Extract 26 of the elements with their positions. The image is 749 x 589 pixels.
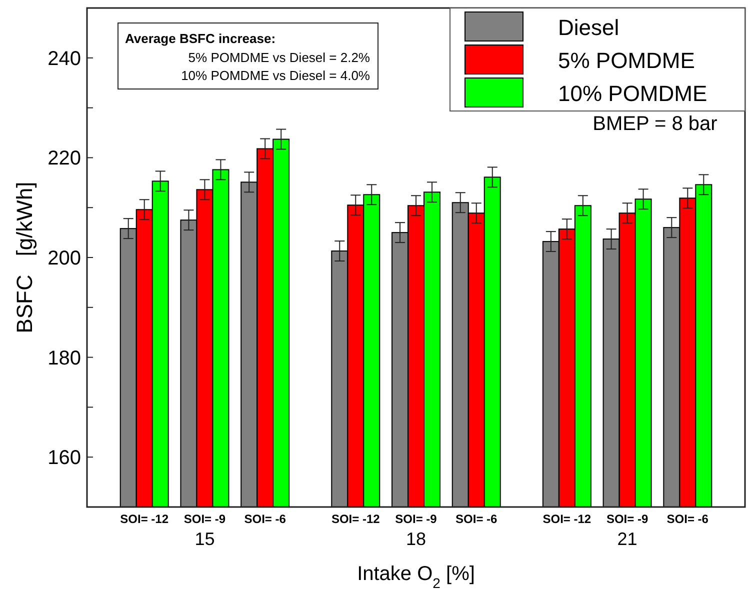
annotation: 10% POMDME vs Diesel = 4.0%	[181, 68, 370, 83]
y-tick-label: 220	[48, 148, 81, 170]
y-tick-label: 200	[48, 248, 81, 270]
x-tick-label: SOI= -9	[184, 512, 226, 526]
x-tick-label: SOI= -12	[542, 512, 592, 526]
annotation: Average BSFC increase:	[125, 31, 276, 46]
legend-label: 5% POMDME	[558, 48, 695, 73]
text: 18	[406, 529, 426, 549]
x-tick-label: SOI= -12	[120, 512, 169, 526]
x-axis-title: Intake O$_{2}$ [%]	[357, 563, 475, 589]
x-tick-label: SOI= -6	[456, 512, 498, 526]
y-tick-label: 180	[48, 347, 81, 370]
text: 21	[617, 529, 638, 549]
legend-label: 10% POMDME	[558, 81, 708, 106]
y-tick-label: 160	[48, 447, 81, 470]
annotation: BMEP = 8 bar	[592, 113, 718, 135]
text: 15	[194, 529, 215, 549]
annotation: 5% POMDME vs Diesel = 2.2%	[188, 50, 370, 65]
legend-label: Diesel	[558, 15, 620, 40]
x-tick-label: SOI= -9	[606, 512, 648, 526]
x-tick-label: SOI= -6	[244, 512, 286, 526]
y-tick-label: 240	[48, 48, 81, 70]
y-axis-title: BSFC [g/kWh]	[12, 182, 37, 334]
x-tick-label: SOI= -12	[331, 512, 380, 526]
x-tick-label: SOI= -9	[395, 512, 438, 526]
x-tick-label: SOI= -6	[666, 512, 709, 526]
